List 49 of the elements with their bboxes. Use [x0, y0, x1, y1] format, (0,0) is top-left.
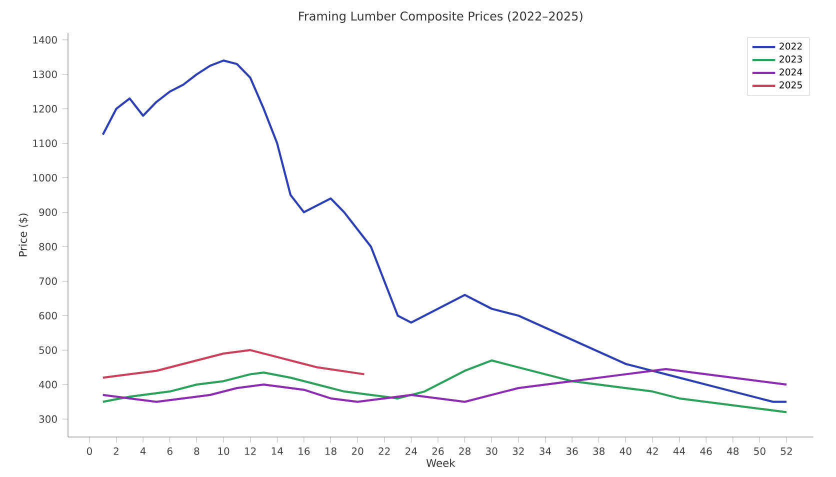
y-tick-label: 1100	[33, 140, 57, 148]
x-tick-label: 20	[352, 447, 364, 455]
x-axis-title: Week	[426, 458, 456, 468]
y-tick-label: 300	[39, 415, 57, 423]
y-axis-title: Price ($)	[18, 214, 28, 256]
x-tick-label: 14	[272, 447, 283, 455]
legend-label: 2022	[780, 42, 802, 50]
x-tick-label: 26	[432, 447, 444, 455]
y-tick-label: 900	[39, 208, 57, 216]
x-tick-label: 6	[167, 447, 172, 455]
x-tick-label: 12	[245, 447, 256, 455]
legend-label: 2024	[780, 68, 802, 76]
x-tick-label: 50	[754, 447, 766, 455]
legend-label: 2025	[780, 81, 802, 88]
x-tick-label: 36	[566, 447, 578, 455]
y-tick-label: 1400	[33, 36, 57, 44]
x-tick-label: 22	[378, 447, 390, 455]
x-tick-label: 40	[620, 447, 632, 455]
y-tick-label: 700	[39, 277, 57, 285]
x-tick-label: 38	[593, 447, 605, 455]
x-tick-label: 30	[486, 447, 498, 455]
y-tick-label: 600	[39, 312, 57, 320]
chart-title: Framing Lumber Composite Prices (2022–2025)	[299, 11, 582, 23]
y-tick-label: 1300	[33, 70, 57, 78]
y-tick-label: 800	[39, 242, 57, 250]
x-tick-label: 42	[646, 447, 658, 455]
x-tick-label: 32	[512, 447, 524, 455]
x-tick-label: 8	[194, 447, 200, 455]
x-tick-label: 34	[540, 447, 552, 455]
x-tick-label: 0	[86, 447, 92, 455]
x-tick-label: 4	[140, 447, 146, 455]
x-tick-label: 52	[780, 447, 792, 455]
x-tick-label: 2	[114, 447, 118, 455]
x-tick-label: 46	[700, 447, 712, 455]
x-tick-label: 18	[325, 447, 336, 455]
line-series	[102, 368, 788, 403]
x-tick-label: 24	[406, 447, 417, 455]
x-tick-label: 10	[218, 447, 230, 455]
x-tick-label: 44	[673, 447, 686, 455]
y-tick-label: 1200	[33, 105, 57, 113]
y-tick-label: 500	[39, 346, 57, 354]
line-series	[102, 349, 366, 379]
legend-label: 2023	[780, 56, 802, 63]
x-tick-label: 28	[459, 447, 470, 455]
line-series	[102, 359, 788, 414]
y-tick-label: 1000	[33, 174, 57, 182]
y-tick-label: 400	[39, 380, 57, 388]
x-tick-label: 16	[298, 447, 310, 455]
x-tick-label: 48	[727, 447, 739, 455]
